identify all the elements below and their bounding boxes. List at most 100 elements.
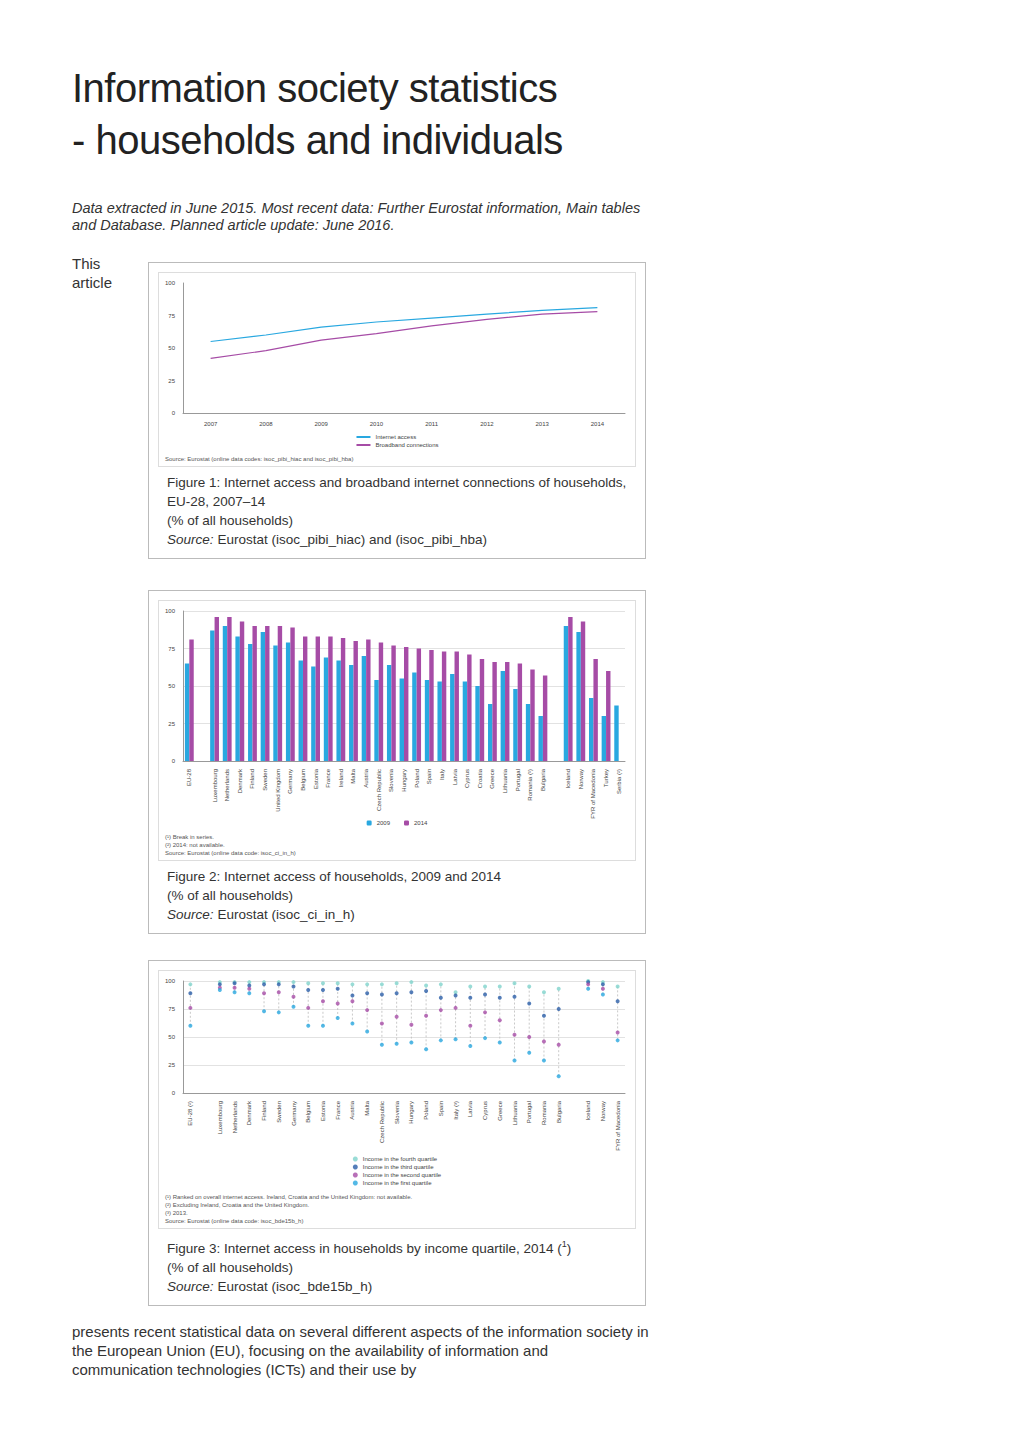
svg-text:Poland: Poland	[423, 1101, 429, 1120]
svg-text:Cyprus: Cyprus	[482, 1101, 488, 1120]
svg-text:Broadband connections: Broadband connections	[375, 442, 438, 448]
svg-text:France: France	[325, 768, 331, 787]
svg-text:Sweden: Sweden	[262, 769, 268, 791]
svg-text:Lithuania: Lithuania	[512, 1100, 518, 1125]
svg-text:2013: 2013	[535, 421, 549, 427]
svg-text:Estonia: Estonia	[313, 768, 319, 789]
svg-text:75: 75	[168, 313, 175, 319]
svg-text:25: 25	[168, 378, 175, 384]
svg-text:Romania (¹): Romania (¹)	[527, 769, 533, 801]
svg-text:Income in the fourth quartile: Income in the fourth quartile	[363, 1156, 438, 1162]
svg-text:Romania: Romania	[541, 1100, 547, 1125]
svg-text:Belgium: Belgium	[305, 1101, 311, 1123]
svg-text:Ireland: Ireland	[338, 769, 344, 787]
svg-text:50: 50	[168, 1034, 175, 1040]
svg-text:France: France	[335, 1100, 341, 1119]
svg-text:2008: 2008	[259, 421, 273, 427]
svg-text:EU-28: EU-28	[186, 768, 192, 786]
html-text:This article: This article	[72, 255, 112, 291]
svg-text:Czech Republic: Czech Republic	[376, 769, 382, 811]
html-text:Figure 3: Internet access in h: Figure 3: Internet access in households …	[167, 1239, 572, 1256]
svg-text:Slovenia: Slovenia	[394, 1100, 400, 1124]
svg-text:Germany: Germany	[287, 769, 293, 794]
svg-text:2010: 2010	[370, 421, 384, 427]
svg-text:Italy (³): Italy (³)	[453, 1101, 459, 1120]
svg-text:Iceland: Iceland	[585, 1101, 591, 1120]
svg-text:2011: 2011	[425, 421, 439, 427]
svg-text:Estonia: Estonia	[320, 1100, 326, 1121]
svg-text:Sweden: Sweden	[276, 1101, 282, 1123]
svg-text:Netherlands: Netherlands	[232, 1101, 238, 1133]
svg-text:Norway: Norway	[600, 1101, 606, 1121]
svg-text:100: 100	[165, 280, 176, 286]
svg-text:100: 100	[165, 978, 176, 984]
svg-text:Luxembourg: Luxembourg	[212, 769, 218, 802]
svg-text:Netherlands: Netherlands	[224, 769, 230, 801]
svg-text:Croatia: Croatia	[477, 768, 483, 788]
svg-text:Income in the first quartile: Income in the first quartile	[363, 1180, 432, 1186]
svg-text:Poland: Poland	[414, 769, 420, 788]
svg-text:FYR of Macedonia: FYR of Macedonia	[615, 1100, 621, 1150]
svg-text:Finland: Finland	[249, 769, 255, 789]
svg-text:Bulgaria: Bulgaria	[540, 768, 546, 791]
svg-text:Spain: Spain	[426, 769, 432, 784]
html-text:Information society statistics: Information society statistics	[72, 66, 558, 110]
svg-text:2009: 2009	[314, 421, 328, 427]
svg-text:Czech Republic: Czech Republic	[379, 1101, 385, 1143]
svg-text:Denmark: Denmark	[237, 768, 243, 793]
svg-text:Internet access: Internet access	[375, 434, 416, 440]
svg-text:Latvia: Latvia	[452, 768, 458, 785]
svg-text:United Kingdom: United Kingdom	[275, 769, 281, 812]
svg-text:25: 25	[168, 1062, 175, 1068]
html-text:presents recent statistical da: presents recent statistical data on seve…	[72, 1323, 649, 1378]
svg-text:2014: 2014	[414, 820, 428, 826]
svg-text:FYR of Macedonia: FYR of Macedonia	[590, 768, 596, 818]
html-text:Figure 1: Internet access and: Figure 1: Internet access and broadband …	[167, 475, 627, 509]
svg-text:Malta: Malta	[364, 1100, 370, 1115]
svg-text:Malta: Malta	[350, 768, 356, 783]
svg-text:Italy: Italy	[439, 769, 445, 780]
svg-text:Income in the second quartile: Income in the second quartile	[363, 1172, 442, 1178]
html-text:Data extracted in June 2015. M: Data extracted in June 2015. Most recent…	[72, 200, 641, 233]
svg-text:0: 0	[172, 1090, 176, 1096]
svg-text:Greece: Greece	[497, 1100, 503, 1120]
svg-text:Serbia (²): Serbia (²)	[616, 769, 622, 794]
svg-text:25: 25	[168, 721, 175, 727]
svg-text:50: 50	[168, 345, 175, 351]
svg-text:Austria: Austria	[349, 1100, 355, 1119]
svg-text:Income in the third quartile: Income in the third quartile	[363, 1164, 434, 1170]
svg-text:Turkey: Turkey	[603, 769, 609, 787]
html-text:- households and individuals: - households and individuals	[72, 118, 563, 162]
svg-text:2012: 2012	[480, 421, 494, 427]
svg-text:50: 50	[168, 683, 175, 689]
svg-text:Belgium: Belgium	[300, 769, 306, 791]
svg-text:Denmark: Denmark	[246, 1100, 252, 1125]
svg-text:100: 100	[165, 608, 176, 614]
svg-text:2009: 2009	[377, 820, 391, 826]
svg-text:Austria: Austria	[363, 768, 369, 787]
svg-text:Finland: Finland	[261, 1101, 267, 1121]
svg-text:0: 0	[172, 758, 176, 764]
svg-text:75: 75	[168, 646, 175, 652]
svg-text:Latvia: Latvia	[467, 1100, 473, 1117]
svg-text:0: 0	[172, 410, 176, 416]
svg-text:Hungary: Hungary	[401, 769, 407, 792]
svg-text:Germany: Germany	[291, 1101, 297, 1126]
svg-text:Portugal: Portugal	[515, 769, 521, 791]
svg-text:Greece: Greece	[489, 768, 495, 788]
svg-text:Cyprus: Cyprus	[464, 769, 470, 788]
svg-text:Portugal: Portugal	[526, 1101, 532, 1123]
svg-text:EU-28 (²): EU-28 (²)	[187, 1101, 193, 1126]
html-text:(% of all households): (% of all households)	[167, 1259, 294, 1275]
svg-text:Hungary: Hungary	[408, 1101, 414, 1124]
svg-text:Slovenia: Slovenia	[388, 768, 394, 792]
svg-text:2007: 2007	[204, 421, 218, 427]
svg-text:2014: 2014	[591, 421, 605, 427]
svg-text:Iceland: Iceland	[565, 769, 571, 788]
svg-text:Bulgaria: Bulgaria	[556, 1100, 562, 1123]
svg-text:75: 75	[168, 1006, 175, 1012]
svg-text:Luxembourg: Luxembourg	[217, 1101, 223, 1134]
svg-text:Spain: Spain	[438, 1101, 444, 1116]
svg-text:Norway: Norway	[578, 769, 584, 789]
svg-text:Lithuania: Lithuania	[502, 768, 508, 793]
